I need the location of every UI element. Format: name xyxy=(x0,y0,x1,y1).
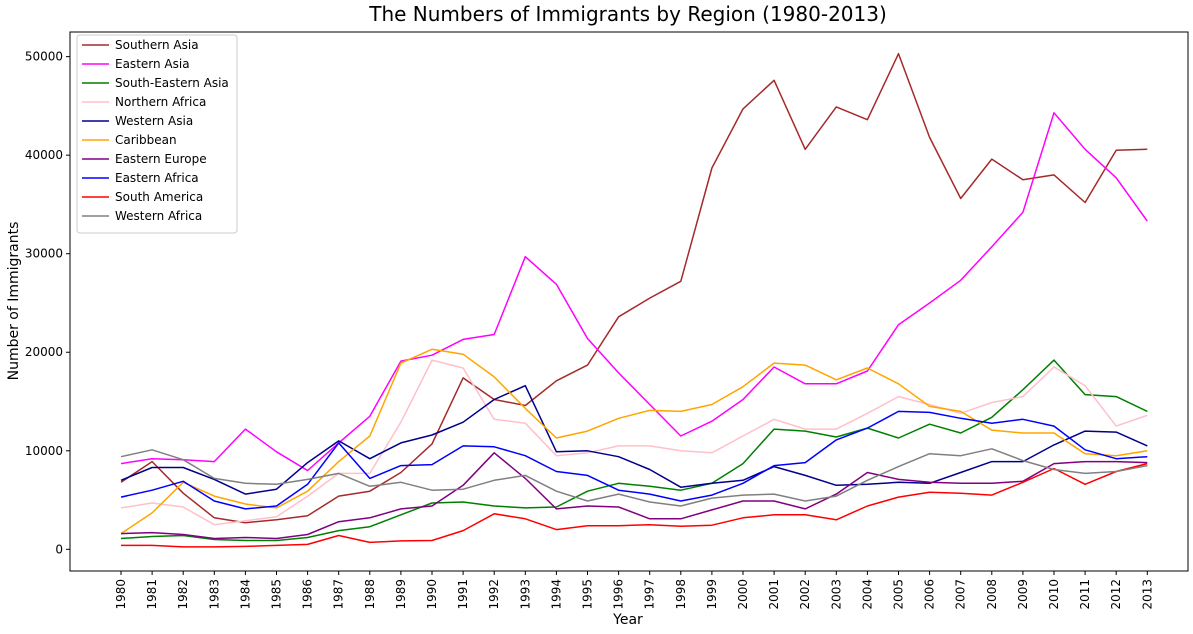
y-tick-label: 10000 xyxy=(25,444,63,458)
x-tick-label: 1986 xyxy=(301,579,315,610)
y-tick-label: 20000 xyxy=(25,345,63,359)
x-tick-label: 1995 xyxy=(581,579,595,610)
series-line-eastern-africa xyxy=(120,410,1148,510)
x-tick-label: 2012 xyxy=(1109,579,1123,610)
series-line-south-eastern-asia xyxy=(120,359,1148,542)
chart-title: The Numbers of Immigrants by Region (198… xyxy=(368,2,887,26)
x-tick-label: 1987 xyxy=(332,579,346,610)
legend-label-southern-asia: Southern Asia xyxy=(115,38,199,52)
legend-label-caribbean: Caribbean xyxy=(115,133,177,147)
x-axis-label: Year xyxy=(612,612,643,628)
x-tick-label: 1980 xyxy=(114,579,128,610)
x-tick-label: 1994 xyxy=(549,579,563,610)
legend-label-south-america: South America xyxy=(115,190,203,204)
series-line-western-asia xyxy=(120,384,1148,495)
series-line-eastern-asia xyxy=(120,112,1148,472)
legend-label-northern-africa: Northern Africa xyxy=(115,95,206,109)
x-tick-label: 1997 xyxy=(643,579,657,610)
legend-label-eastern-europe: Eastern Europe xyxy=(115,152,207,166)
x-tick-label: 1998 xyxy=(674,579,688,610)
legend-label-western-asia: Western Asia xyxy=(115,114,193,128)
x-tick-label: 1988 xyxy=(363,579,377,610)
x-tick-label: 2007 xyxy=(954,579,968,610)
series-line-southern-asia xyxy=(120,52,1148,524)
x-tick-label: 2006 xyxy=(923,579,937,610)
y-tick-label: 50000 xyxy=(25,50,63,64)
legend-label-eastern-asia: Eastern Asia xyxy=(115,57,190,71)
x-tick-label: 2001 xyxy=(767,579,781,610)
y-axis: 0 10000 20000 30000 40000 50000 xyxy=(25,50,70,556)
series-line-eastern-europe xyxy=(120,452,1148,540)
x-tick-label: 2008 xyxy=(985,579,999,610)
x-tick-label: 1992 xyxy=(487,579,501,610)
x-tick-label: 2013 xyxy=(1140,579,1154,610)
x-tick-label: 2003 xyxy=(829,579,843,610)
x-tick-label: 1983 xyxy=(207,579,221,610)
series-line-northern-africa xyxy=(120,359,1148,526)
x-tick-label: 1982 xyxy=(176,579,190,610)
x-tick-label: 1999 xyxy=(705,579,719,610)
plot-frame xyxy=(69,31,1189,572)
x-tick-label: 2002 xyxy=(798,579,812,610)
x-tick-label: 2009 xyxy=(1016,579,1030,610)
y-tick-label: 0 xyxy=(55,542,63,556)
x-tick-label: 2011 xyxy=(1078,579,1092,610)
x-tick-label: 2004 xyxy=(860,579,874,610)
x-tick-label: 1981 xyxy=(145,579,159,610)
x-tick-label: 1996 xyxy=(612,579,626,610)
legend-box xyxy=(76,34,238,234)
x-tick-label: 2010 xyxy=(1047,579,1061,610)
series-line-western-africa xyxy=(120,448,1148,507)
series-line-south-america xyxy=(121,462,1148,548)
x-tick-label: 1993 xyxy=(518,579,532,610)
legend: Southern Asia Eastern Asia South-Eastern A… xyxy=(76,34,238,234)
x-tick-label: 1984 xyxy=(238,579,252,610)
y-tick-label: 30000 xyxy=(25,247,63,261)
y-tick-label: 40000 xyxy=(25,148,63,162)
legend-label-western-africa: Western Africa xyxy=(115,209,202,223)
x-tick-label: 2000 xyxy=(736,579,750,610)
x-tick-label: 1990 xyxy=(425,579,439,610)
x-axis: 1980 1981 1982 1983 1984 1985 1986 1987 1988 1989… xyxy=(114,571,1154,610)
legend-label-south-eastern-asia: South-Eastern Asia xyxy=(115,76,229,90)
series-lines xyxy=(120,52,1148,548)
x-tick-label: 1985 xyxy=(270,579,284,610)
x-tick-label: 1991 xyxy=(456,579,470,610)
y-axis-label: Number of Immigrants xyxy=(6,222,22,381)
x-tick-label: 2005 xyxy=(892,579,906,610)
legend-label-eastern-africa: Eastern Africa xyxy=(115,171,199,185)
x-tick-label: 1989 xyxy=(394,579,408,610)
